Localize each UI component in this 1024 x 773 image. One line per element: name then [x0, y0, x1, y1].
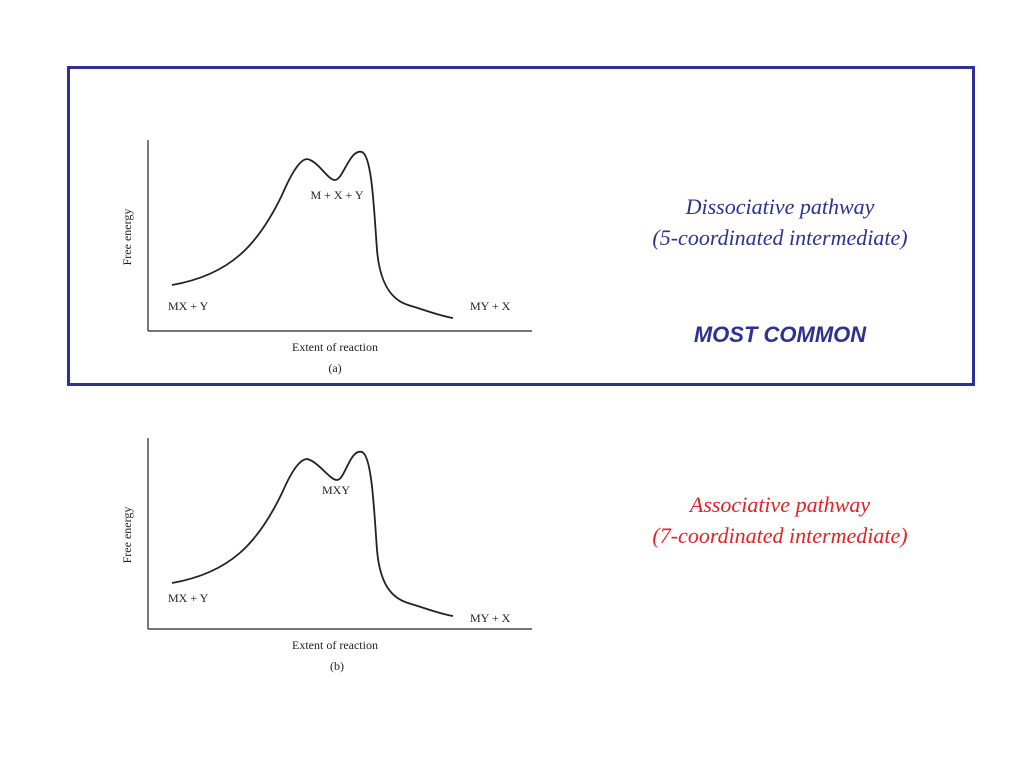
x-axis-label: Extent of reaction	[292, 638, 378, 652]
panel-label: (b)	[330, 659, 344, 673]
intermediate-label: M + X + Y	[310, 188, 363, 202]
associative-caption: Associative pathway (7-coordinated inter…	[600, 489, 960, 551]
energy-curve-a	[171, 151, 454, 319]
y-axis-label: Free energy	[120, 209, 134, 266]
x-axis-label: Extent of reaction	[292, 340, 378, 354]
dissociative-caption: Dissociative pathway (5-coordinated inte…	[600, 191, 960, 253]
dissociative-frame	[67, 66, 975, 386]
reactant-label: MX + Y	[168, 591, 209, 605]
panel-label: (a)	[328, 361, 341, 375]
y-axis-label: Free energy	[120, 507, 134, 564]
energy-curve-b	[171, 451, 454, 617]
caption-subtitle: (5-coordinated intermediate)	[652, 225, 908, 250]
energy-diagram-a: Free energy Extent of reaction (a) MX + …	[120, 140, 532, 375]
product-label: MY + X	[470, 299, 511, 313]
caption-title: Associative pathway	[689, 492, 871, 517]
reactant-label: MX + Y	[168, 299, 209, 313]
intermediate-label: MXY	[322, 483, 350, 497]
caption-subtitle: (7-coordinated intermediate)	[652, 523, 908, 548]
caption-title: Dissociative pathway	[685, 194, 875, 219]
most-common-note: MOST COMMON	[693, 322, 867, 347]
product-label: MY + X	[470, 611, 511, 625]
